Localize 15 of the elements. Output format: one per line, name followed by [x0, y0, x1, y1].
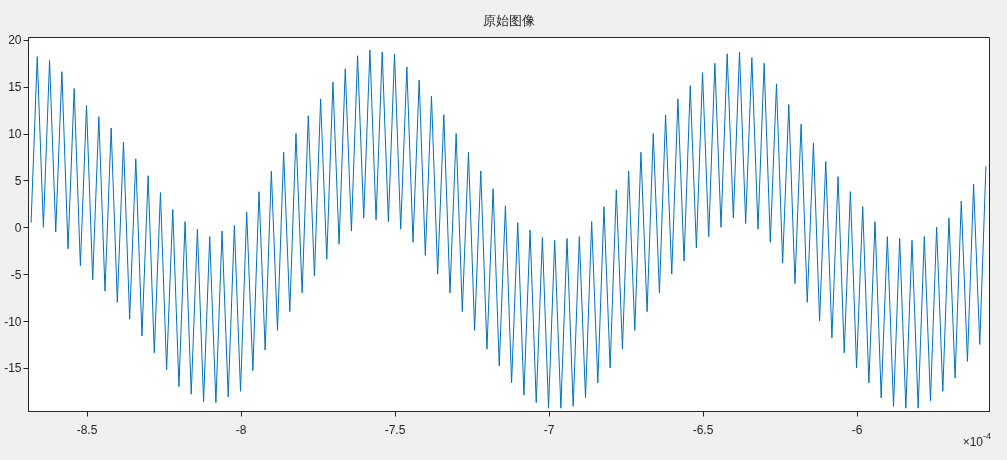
- x-tick-label: -7: [543, 422, 555, 437]
- y-tick-label: -10: [4, 314, 22, 329]
- y-tick-label: 0: [14, 220, 22, 235]
- chart-title: 原始图像: [482, 12, 535, 28]
- y-tick-label: -5: [10, 267, 22, 282]
- x-tick-label: -7.5: [384, 422, 406, 437]
- y-tick-label: 5: [14, 173, 22, 188]
- y-tick-label: -15: [4, 361, 22, 376]
- y-tick-label: 15: [8, 80, 22, 95]
- x-tick-label: -6.5: [692, 422, 714, 437]
- x-tick-label: -8: [235, 422, 247, 437]
- y-tick-label: 20: [8, 33, 22, 48]
- x-tick-label: -6: [851, 422, 863, 437]
- y-tick-label: 10: [8, 127, 22, 142]
- x-tick-label: -8.5: [76, 422, 98, 437]
